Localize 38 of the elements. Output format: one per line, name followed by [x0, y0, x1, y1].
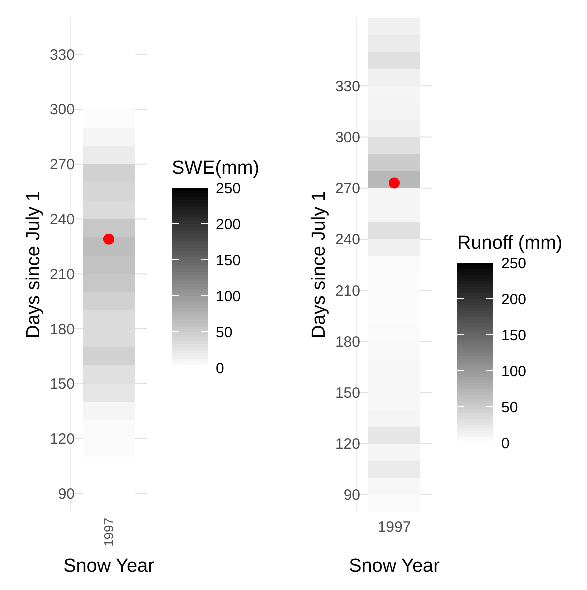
y-tick-label: 210 — [335, 282, 360, 300]
color-bar-label: 0 — [216, 360, 224, 378]
x-tick-label: 1997 — [378, 519, 412, 536]
y-tick-label: 210 — [50, 266, 75, 284]
color-bar-label: 100 — [216, 288, 242, 306]
y-tick-label: 120 — [335, 436, 360, 454]
y-tick-label: 90 — [344, 487, 360, 504]
color-bar-title: Runoff (mm) — [458, 233, 563, 254]
color-bar-label: 200 — [502, 291, 527, 308]
color-bar-label: 250 — [216, 180, 242, 198]
y-tick-label: 90 — [58, 486, 75, 503]
y-tick-label: 300 — [50, 102, 75, 119]
color-bar-label: 0 — [502, 435, 510, 452]
y-tick-label: 120 — [50, 431, 75, 448]
y-axis-title: Days since July 1 — [309, 191, 330, 339]
y-tick-label: 240 — [335, 232, 360, 249]
y-tick-label: 270 — [50, 156, 75, 174]
y-tick-label: 270 — [335, 180, 360, 198]
y-axis-title: Days since July 1 — [24, 191, 45, 339]
y-tick-label: 150 — [335, 385, 360, 402]
color-bar-label: 150 — [216, 252, 242, 270]
color-bar-label: 100 — [502, 363, 527, 380]
color-bar-label: 200 — [216, 216, 242, 234]
y-tick-label: 150 — [50, 376, 75, 394]
y-tick-label: 240 — [50, 212, 75, 229]
y-tick-label: 330 — [50, 46, 75, 64]
color-bar-label: 50 — [216, 324, 233, 342]
color-bar-label: 50 — [502, 399, 518, 416]
x-axis-title: Snow Year — [349, 556, 441, 577]
color-bar-label: 250 — [502, 255, 527, 272]
x-axis-title: Snow Year — [64, 556, 156, 577]
y-tick-label: 180 — [50, 321, 75, 338]
color-bar-label: 150 — [502, 327, 527, 344]
color-bar-title: SWE(mm) — [172, 158, 260, 179]
y-tick-label: 180 — [335, 334, 360, 351]
x-tick-label: 1997 — [102, 518, 117, 547]
y-tick-label: 330 — [335, 78, 360, 96]
y-tick-label: 300 — [335, 129, 360, 146]
